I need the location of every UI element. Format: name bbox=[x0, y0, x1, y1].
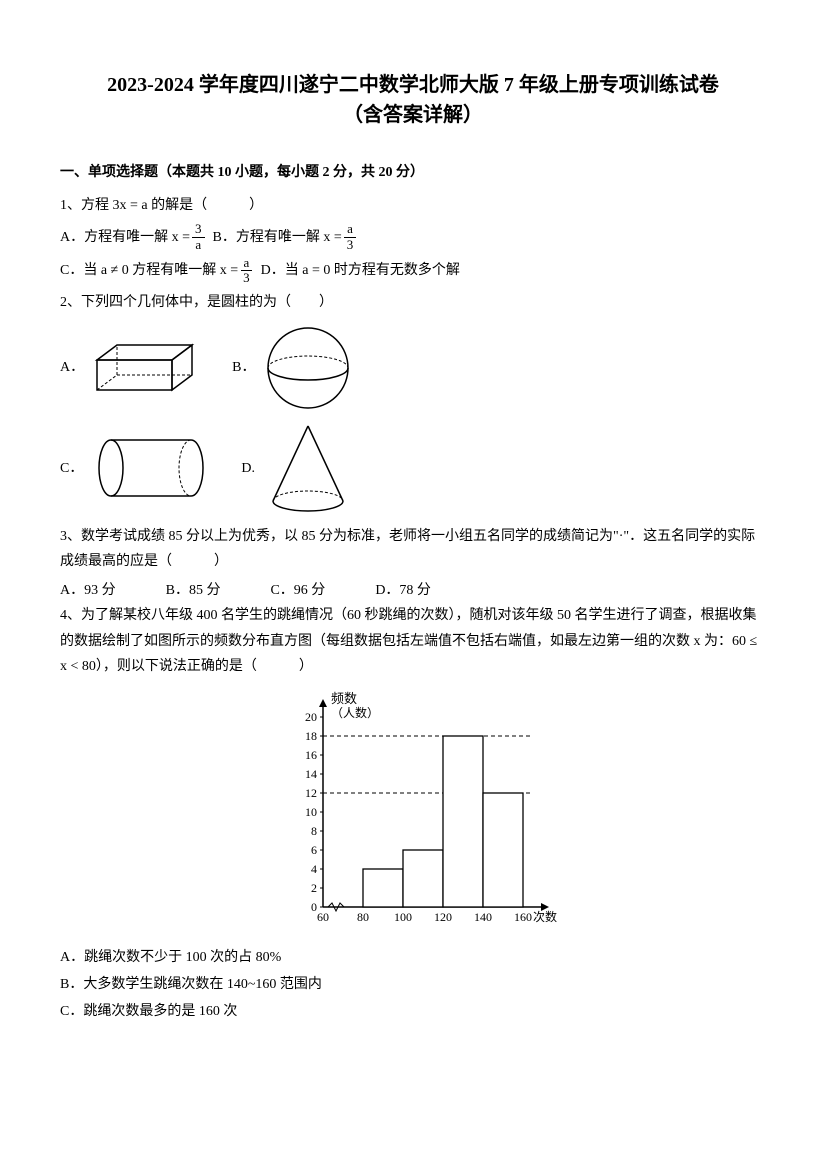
title-line-1: 2023-2024 学年度四川遂宁二中数学北师大版 7 年级上册专项训练试卷 bbox=[60, 70, 766, 100]
question-4-stem: 4、为了解某校八年级 400 名学生的跳绳情况（60 秒跳绳的次数），随机对该年… bbox=[60, 603, 766, 679]
q2-label-a: A． bbox=[60, 355, 84, 380]
q3-option-c: C．96 分 bbox=[270, 578, 325, 603]
q1-option-c: C．当 a ≠ 0 方程有唯一解 x = a 3 bbox=[60, 256, 255, 286]
q4-option-b: B．大多数学生跳绳次数在 140~160 范围内 bbox=[60, 972, 766, 997]
section-1-header: 一、单项选择题（本题共 10 小题，每小题 2 分，共 20 分） bbox=[60, 160, 766, 185]
q4-option-a: A．跳绳次数不少于 100 次的占 80% bbox=[60, 945, 766, 970]
q1-opt-c-fraction: a 3 bbox=[240, 256, 253, 286]
svg-text:6: 6 bbox=[311, 843, 317, 857]
svg-text:100: 100 bbox=[394, 910, 412, 924]
q1-opt-c-text: C．当 a ≠ 0 方程有唯一解 x = bbox=[60, 258, 238, 283]
exam-title: 2023-2024 学年度四川遂宁二中数学北师大版 7 年级上册专项训练试卷 （… bbox=[60, 70, 766, 130]
sphere-icon bbox=[263, 323, 353, 413]
question-1-options-row-1: A．方程有唯一解 x = 3 a B．方程有唯一解 x = a 3 bbox=[60, 222, 766, 252]
q1-opt-b-fraction: a 3 bbox=[344, 222, 357, 252]
q1-opt-b-text: B．方程有唯一解 x = bbox=[213, 225, 342, 250]
q1-option-d: D．当 a = 0 时方程有无数多个解 bbox=[261, 258, 460, 283]
svg-text:10: 10 bbox=[305, 805, 317, 819]
q1-opt-a-den: a bbox=[192, 238, 204, 252]
svg-text:12: 12 bbox=[305, 786, 317, 800]
question-1-stem: 1、方程 3x = a 的解是（ ） bbox=[60, 193, 766, 218]
q3-option-a: A．93 分 bbox=[60, 578, 116, 603]
title-line-2: （含答案详解） bbox=[60, 100, 766, 130]
svg-text:4: 4 bbox=[311, 862, 317, 876]
svg-text:140: 140 bbox=[474, 910, 492, 924]
svg-text:160: 160 bbox=[514, 910, 532, 924]
svg-text:（人数）: （人数） bbox=[331, 705, 379, 720]
q3-option-d: D．78 分 bbox=[375, 578, 431, 603]
svg-text:8: 8 bbox=[311, 824, 317, 838]
svg-text:80: 80 bbox=[357, 910, 369, 924]
q1-opt-c-num: a bbox=[241, 256, 253, 271]
q2-label-b: B． bbox=[232, 355, 255, 380]
svg-text:2: 2 bbox=[311, 881, 317, 895]
q2-row-1: A． B． bbox=[60, 323, 766, 413]
svg-text:频数: 频数 bbox=[331, 691, 357, 706]
svg-text:20: 20 bbox=[305, 710, 317, 724]
q2-label-c: C． bbox=[60, 456, 83, 481]
q2-label-d: D. bbox=[241, 456, 255, 481]
q1-opt-c-den: 3 bbox=[240, 271, 253, 285]
svg-text:16: 16 bbox=[305, 748, 317, 762]
q4-option-c: C．跳绳次数最多的是 160 次 bbox=[60, 999, 766, 1024]
question-3-stem: 3、数学考试成绩 85 分以上为优秀，以 85 分为标准，老师将一小组五名同学的… bbox=[60, 524, 766, 574]
svg-text:18: 18 bbox=[305, 729, 317, 743]
svg-text:14: 14 bbox=[305, 767, 317, 781]
q1-opt-a-fraction: 3 a bbox=[192, 222, 205, 252]
svg-text:60: 60 bbox=[317, 910, 329, 924]
cone-icon bbox=[263, 421, 353, 516]
histogram-chart: 024681012141618206080100120140160频数（人数）次… bbox=[60, 687, 766, 937]
q1-opt-b-den: 3 bbox=[344, 238, 357, 252]
q1-opt-b-num: a bbox=[344, 222, 356, 237]
cylinder-icon bbox=[91, 433, 211, 503]
q3-option-b: B．85 分 bbox=[166, 578, 221, 603]
q2-row-2: C． D. bbox=[60, 421, 766, 516]
question-1-options-row-2: C．当 a ≠ 0 方程有唯一解 x = a 3 D．当 a = 0 时方程有无… bbox=[60, 256, 766, 286]
question-3-options: A．93 分 B．85 分 C．96 分 D．78 分 bbox=[60, 578, 766, 603]
q1-option-b: B．方程有唯一解 x = a 3 bbox=[213, 222, 359, 252]
cuboid-icon bbox=[92, 340, 202, 395]
svg-text:次数: 次数 bbox=[533, 909, 557, 924]
q1-opt-a-text: A．方程有唯一解 x = bbox=[60, 225, 190, 250]
svg-text:120: 120 bbox=[434, 910, 452, 924]
q1-opt-a-num: 3 bbox=[192, 222, 205, 237]
question-2-stem: 2、下列四个几何体中，是圆柱的为（ ） bbox=[60, 290, 766, 315]
q1-option-a: A．方程有唯一解 x = 3 a bbox=[60, 222, 207, 252]
